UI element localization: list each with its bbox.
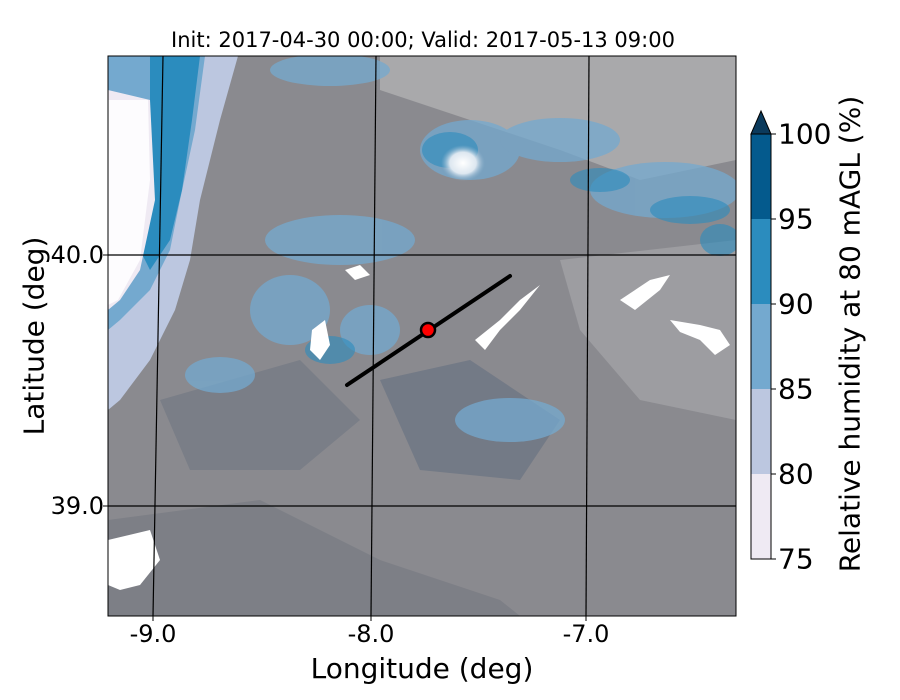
map-plot-area xyxy=(108,56,736,616)
y-tick-marks xyxy=(103,254,108,507)
high-humidity-spot xyxy=(441,145,485,181)
chart-title: Init: 2017-04-30 00:00; Valid: 2017-05-1… xyxy=(171,28,675,52)
x-tick-label: -7.0 xyxy=(562,620,610,648)
colorbar-label: Relative humidity at 80 mAGL (%) xyxy=(833,95,867,573)
x-tick-marks xyxy=(152,616,587,621)
map-gridlines xyxy=(108,56,736,616)
light-terrain-ne xyxy=(380,56,736,180)
light-terrain-e xyxy=(560,240,736,420)
colorbar-frame xyxy=(750,133,772,560)
x-tick-label: -8.0 xyxy=(347,620,395,648)
dark-terrain-s xyxy=(108,500,520,616)
colorbar-extend-arrow xyxy=(750,109,772,135)
location-marker xyxy=(419,321,437,339)
colorbar-tick-label: 75 xyxy=(778,542,814,576)
colorbar-bin-75 xyxy=(751,474,771,559)
y-tick-label: 40.0 xyxy=(50,241,104,269)
plot-frame xyxy=(107,55,737,617)
x-axis-label: Longitude (deg) xyxy=(310,652,534,685)
colorbar-tick-label: 100 xyxy=(778,117,832,151)
y-axis-label: Latitude (deg) xyxy=(17,236,51,436)
colorbar-tick-label: 90 xyxy=(778,287,814,321)
colorbar-bin-95 xyxy=(751,134,771,219)
colorbar xyxy=(750,109,776,560)
colorbar-bin-90 xyxy=(751,219,771,304)
colorbar-tick-label: 95 xyxy=(778,202,814,236)
coast-band-90 xyxy=(140,56,200,270)
colorbar-bin-80 xyxy=(751,389,771,474)
colorbar-bin-85 xyxy=(751,304,771,389)
y-tick-label: 39.0 xyxy=(50,492,104,520)
colorbar-tick-label: 85 xyxy=(778,372,814,406)
colorbar-tick-label: 80 xyxy=(778,457,814,491)
x-tick-label: -9.0 xyxy=(129,620,177,648)
water-mask xyxy=(108,100,730,590)
